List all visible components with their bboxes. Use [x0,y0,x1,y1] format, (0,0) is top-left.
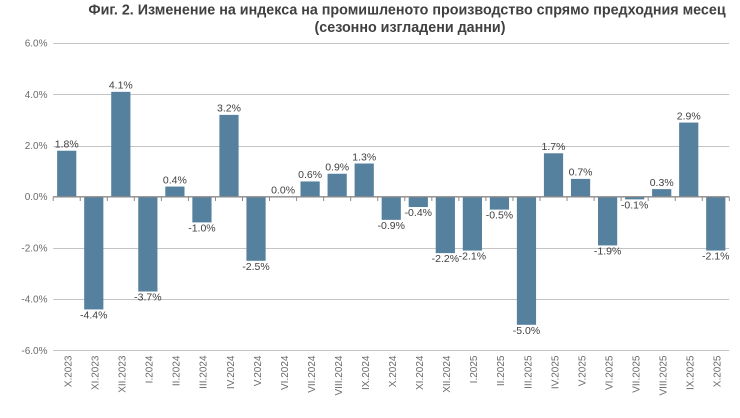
svg-text:-2.2%: -2.2% [432,253,459,265]
svg-text:X.2023: X.2023 [64,355,75,387]
svg-text:0.9%: 0.9% [325,162,349,174]
svg-text:-2.1%: -2.1% [459,251,486,263]
svg-text:IV.2025: IV.2025 [550,355,561,389]
svg-text:1.8%: 1.8% [55,139,79,151]
svg-text:III.2025: III.2025 [523,355,534,389]
svg-text:2.0%: 2.0% [25,141,48,152]
svg-text:VII.2025: VII.2025 [631,355,642,393]
svg-text:VII.2024: VII.2024 [307,355,318,393]
svg-text:0.4%: 0.4% [163,174,187,186]
svg-text:III.2024: III.2024 [199,355,210,389]
svg-text:-5.0%: -5.0% [513,325,540,337]
svg-text:X.2025: X.2025 [713,355,724,387]
svg-text:-2.5%: -2.5% [242,261,269,273]
svg-text:II.2024: II.2024 [172,355,183,386]
svg-text:0.0%: 0.0% [25,192,48,203]
svg-text:X.2024: X.2024 [388,355,399,387]
svg-text:-0.1%: -0.1% [621,199,648,211]
svg-text:-2.0%: -2.0% [21,243,47,254]
svg-text:0.3%: 0.3% [650,177,674,189]
svg-text:V.2024: V.2024 [253,355,264,386]
svg-text:(сезонно изгладени данни): (сезонно изгладени данни) [315,20,506,36]
svg-text:IX.2025: IX.2025 [686,355,697,390]
svg-text:VIII.2025: VIII.2025 [658,355,669,395]
svg-text:0.0%: 0.0% [271,185,295,197]
svg-text:XI.2023: XI.2023 [91,355,102,390]
svg-text:-4.0%: -4.0% [21,295,47,306]
svg-text:-0.5%: -0.5% [486,210,513,222]
svg-text:IX.2024: IX.2024 [361,355,372,390]
svg-text:0.7%: 0.7% [569,167,593,179]
svg-text:VI.2025: VI.2025 [604,355,615,390]
svg-text:6.0%: 6.0% [25,39,48,50]
svg-text:-2.1%: -2.1% [702,251,729,263]
svg-text:-4.4%: -4.4% [80,309,107,321]
svg-text:-0.9%: -0.9% [378,220,405,232]
svg-text:-0.4%: -0.4% [405,207,432,219]
svg-text:XI.2024: XI.2024 [415,355,426,390]
svg-text:0.6%: 0.6% [298,169,322,181]
svg-text:I.2025: I.2025 [469,355,480,383]
svg-text:-1.0%: -1.0% [188,222,215,234]
svg-text:2.9%: 2.9% [677,110,701,122]
svg-text:-1.9%: -1.9% [594,245,621,257]
svg-text:1.3%: 1.3% [352,151,376,163]
svg-text:3.2%: 3.2% [217,103,241,115]
svg-text:4.1%: 4.1% [109,80,133,92]
svg-text:IV.2024: IV.2024 [226,355,237,389]
svg-text:Фиг. 2. Изменение на индекса н: Фиг. 2. Изменение на индекса на промишле… [88,3,725,19]
svg-text:V.2025: V.2025 [577,355,588,386]
svg-text:XII.2023: XII.2023 [118,355,129,393]
svg-text:1.7%: 1.7% [542,141,566,153]
svg-text:4.0%: 4.0% [25,90,48,101]
svg-text:I.2024: I.2024 [145,355,156,383]
svg-text:-3.7%: -3.7% [134,292,161,304]
svg-text:VIII.2024: VIII.2024 [334,355,345,395]
svg-text:-6.0%: -6.0% [21,346,47,357]
svg-text:II.2025: II.2025 [496,355,507,386]
svg-text:VI.2024: VI.2024 [280,355,291,390]
svg-text:XII.2024: XII.2024 [442,355,453,393]
